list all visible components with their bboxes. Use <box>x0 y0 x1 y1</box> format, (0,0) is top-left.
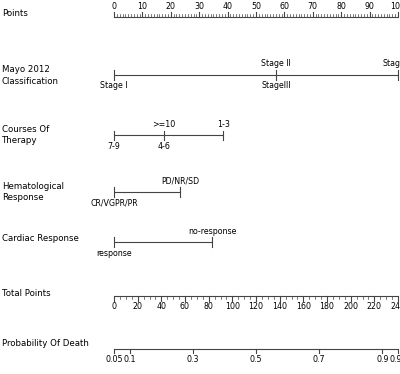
Text: Total Points: Total Points <box>2 289 51 298</box>
Text: 0.1: 0.1 <box>124 355 136 364</box>
Text: Hematological
Response: Hematological Response <box>2 182 64 202</box>
Text: Cardiac Response: Cardiac Response <box>2 234 79 243</box>
Text: 0.7: 0.7 <box>313 355 325 364</box>
Text: 0.3: 0.3 <box>187 355 199 364</box>
Text: 10: 10 <box>138 2 147 11</box>
Text: 80: 80 <box>204 302 214 311</box>
Text: 240: 240 <box>390 302 400 311</box>
Text: 0: 0 <box>112 302 116 311</box>
Text: 180: 180 <box>320 302 334 311</box>
Text: Courses Of
Therapy: Courses Of Therapy <box>2 125 49 145</box>
Text: Mayo 2012
Classification: Mayo 2012 Classification <box>2 65 59 86</box>
Text: 100: 100 <box>390 2 400 11</box>
Text: Probability Of Death: Probability Of Death <box>2 339 89 348</box>
Text: 200: 200 <box>343 302 358 311</box>
Text: 80: 80 <box>336 2 346 11</box>
Text: Stage II: Stage II <box>261 59 291 68</box>
Text: 40: 40 <box>156 302 166 311</box>
Text: 120: 120 <box>248 302 264 311</box>
Text: 0.95: 0.95 <box>389 355 400 364</box>
Text: 0: 0 <box>112 2 116 11</box>
Text: 100: 100 <box>225 302 240 311</box>
Text: 60: 60 <box>279 2 289 11</box>
Text: 20: 20 <box>133 302 143 311</box>
Text: 60: 60 <box>180 302 190 311</box>
Text: 0.05: 0.05 <box>105 355 123 364</box>
Text: >=10: >=10 <box>152 120 176 129</box>
Text: Points: Points <box>2 9 28 18</box>
Text: 160: 160 <box>296 302 311 311</box>
Text: 1-3: 1-3 <box>217 120 230 129</box>
Text: 220: 220 <box>367 302 382 311</box>
Text: 0.9: 0.9 <box>376 355 388 364</box>
Text: StageIV: StageIV <box>383 59 400 68</box>
Text: StageIII: StageIII <box>261 81 291 90</box>
Text: 7-9: 7-9 <box>108 142 120 151</box>
Text: PD/NR/SD: PD/NR/SD <box>161 177 199 186</box>
Text: 70: 70 <box>308 2 318 11</box>
Text: 30: 30 <box>194 2 204 11</box>
Text: CR/VGPR/PR: CR/VGPR/PR <box>90 198 138 207</box>
Text: 4-6: 4-6 <box>158 142 170 151</box>
Text: 90: 90 <box>365 2 374 11</box>
Text: 20: 20 <box>166 2 176 11</box>
Text: response: response <box>96 249 132 258</box>
Text: 140: 140 <box>272 302 287 311</box>
Text: Stage I: Stage I <box>100 81 128 90</box>
Text: 50: 50 <box>251 2 261 11</box>
Text: no-response: no-response <box>188 227 236 236</box>
Text: 40: 40 <box>222 2 232 11</box>
Text: 0.5: 0.5 <box>250 355 262 364</box>
